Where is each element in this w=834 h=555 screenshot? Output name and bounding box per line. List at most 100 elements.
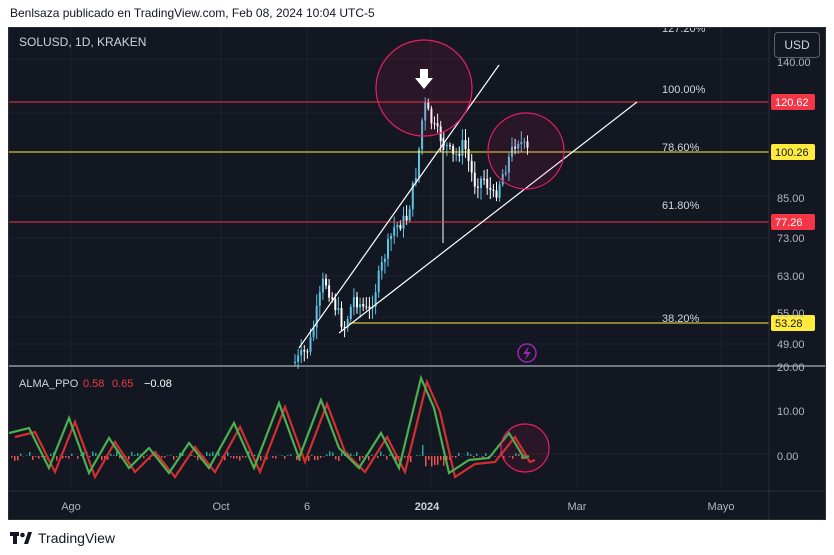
histogram-bar — [314, 456, 316, 461]
histogram-bar — [470, 454, 472, 456]
histogram-bar — [473, 456, 475, 458]
fib-level-label: 127.20% — [662, 28, 706, 35]
time-tick-label: 2024 — [415, 501, 440, 513]
candle-body — [390, 235, 393, 240]
histogram-bar — [389, 454, 391, 456]
histogram-bar — [230, 456, 232, 458]
candle-body — [507, 156, 510, 173]
candle-body — [492, 189, 495, 191]
tradingview-logo-icon — [10, 532, 32, 544]
highlight-circle-current — [487, 112, 565, 190]
candle-body — [489, 187, 492, 190]
histogram-bar — [458, 452, 460, 456]
candle-body — [365, 306, 368, 308]
price-tick-label: 49.00 — [777, 339, 805, 351]
candle-body — [414, 178, 417, 184]
histogram-bar — [518, 454, 520, 456]
candle-body — [396, 225, 399, 228]
indicator-value-2: 0.65 — [112, 378, 133, 390]
histogram-bar — [167, 455, 169, 456]
histogram-bar — [128, 456, 130, 460]
candle-body — [473, 172, 476, 187]
candle-body — [368, 306, 371, 309]
histogram-bar — [56, 456, 58, 461]
histogram-bar — [434, 456, 436, 465]
histogram-bar — [209, 453, 211, 456]
price-chart[interactable]: 120.62 100.26 77.26 53.28 127.20% 100.00% 78.6… — [9, 28, 825, 519]
histogram-bar — [176, 456, 178, 458]
price-label: 77.26 — [775, 217, 803, 229]
candle-body — [315, 305, 318, 328]
histogram-bar — [239, 456, 241, 461]
histogram-bar — [335, 456, 337, 460]
fib-level-label: 78.60% — [662, 142, 700, 154]
histogram-bar — [362, 456, 364, 458]
fib-level-label: 38.20% — [662, 313, 700, 325]
histogram-bar — [410, 456, 412, 463]
histogram-bar — [212, 451, 214, 456]
histogram-bar — [113, 455, 115, 456]
histogram-bar — [233, 456, 235, 459]
histogram-bar — [272, 456, 274, 458]
candle-body — [495, 190, 498, 198]
price-tick-label: 55.00 — [777, 308, 805, 320]
lightning-bolt — [523, 346, 531, 360]
price-tick-label: 73.00 — [777, 233, 805, 245]
candle-body — [470, 160, 473, 173]
trendline-lower — [338, 101, 638, 334]
candle-body — [346, 319, 349, 328]
histogram-bar — [443, 456, 445, 466]
oscillator-slow-line — [14, 378, 536, 480]
histogram-bar — [467, 452, 469, 456]
time-tick-label: 6 — [304, 501, 310, 513]
candle-body — [383, 258, 386, 263]
histogram-bar — [179, 452, 181, 456]
histogram-bar — [476, 453, 478, 456]
candle-body — [362, 304, 365, 307]
candle-body — [467, 148, 470, 161]
histogram-bar — [404, 456, 406, 458]
price-label: 53.28 — [775, 318, 803, 330]
histogram-bar — [29, 451, 31, 456]
histogram-bar — [32, 456, 34, 460]
candle-body — [514, 146, 517, 149]
histogram-bar — [107, 456, 109, 460]
lightning-icon — [517, 343, 537, 363]
histogram-bar — [368, 456, 370, 461]
histogram-bar — [236, 456, 238, 459]
histogram-bar — [11, 456, 13, 458]
candle-body — [504, 172, 507, 175]
chart-frame[interactable]: 120.62 100.26 77.26 53.28 127.20% 100.00% 78.6… — [8, 27, 826, 520]
histogram-bar — [146, 455, 148, 456]
publish-caption: Benlsaza publicado en TradingView.com, F… — [10, 6, 375, 20]
indicator-name: ALMA_PPO — [19, 378, 79, 390]
candle-body — [337, 308, 340, 311]
histogram-bar — [398, 456, 400, 459]
histogram-bar — [62, 456, 64, 459]
currency-button[interactable]: USD — [774, 32, 820, 58]
histogram-bar — [386, 456, 388, 460]
candle-body — [498, 184, 501, 198]
candle-body — [306, 351, 309, 353]
candle-body — [352, 297, 355, 307]
candle-body — [424, 102, 427, 121]
time-tick-label: Ago — [61, 501, 81, 513]
symbol-label: SOLUSD, 1D, KRAKEN — [19, 35, 146, 49]
histogram-bar — [482, 456, 484, 459]
histogram-bar — [131, 451, 133, 456]
price-label-box — [771, 214, 815, 230]
histogram-bar — [284, 456, 286, 459]
histogram-bar — [440, 456, 442, 461]
indicator-value-3: −0.08 — [144, 378, 172, 390]
candle-body — [343, 327, 346, 329]
histogram-bar — [371, 454, 373, 456]
candle-body — [517, 144, 520, 149]
histogram-bar — [485, 453, 487, 456]
histogram-bar — [503, 456, 505, 460]
histogram-bar — [416, 455, 418, 456]
histogram-bar — [77, 456, 79, 459]
oscillator-tick-label: 20.00 — [777, 362, 805, 374]
histogram-bar — [320, 456, 322, 458]
histogram-bar — [173, 456, 175, 460]
price-label-box — [771, 94, 815, 110]
